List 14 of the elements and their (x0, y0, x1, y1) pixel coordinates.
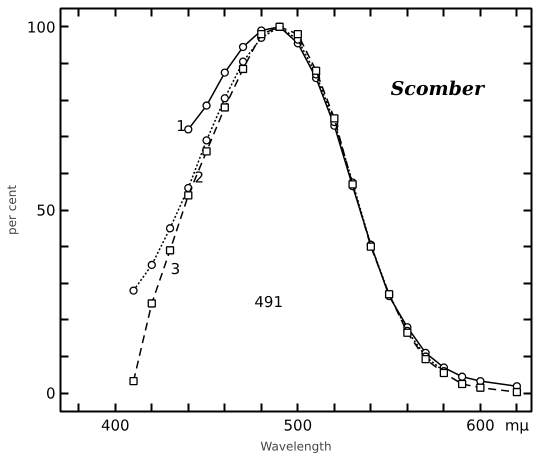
x-tick-label: 400 (100, 416, 130, 434)
x-tick-label: 600 (466, 416, 495, 434)
y-tick-label: 0 (46, 384, 56, 403)
annotation: 2 (194, 168, 204, 187)
x-axis-title: Wavelength (260, 440, 332, 454)
x-tick-label: mμ (504, 416, 530, 434)
annotation: 3 (170, 260, 180, 278)
y-axis-title: per cent (4, 184, 19, 236)
y-tick-label: 50 (36, 202, 56, 220)
x-tick-label: 500 (284, 416, 312, 434)
annotation: 1 (176, 117, 186, 136)
y-tick-label: 100 (26, 18, 56, 36)
text: Scomber (390, 78, 486, 100)
annotation: 491 (254, 292, 284, 311)
